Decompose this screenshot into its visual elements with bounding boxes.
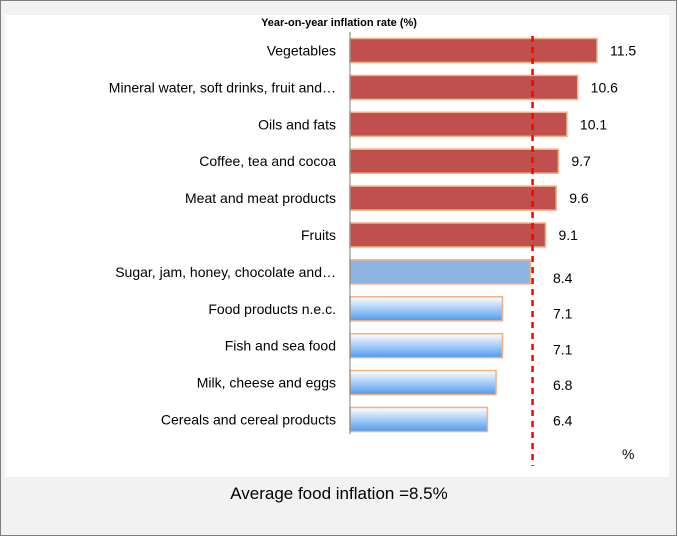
category-label: Fish and sea food	[225, 338, 336, 354]
category-label: Meat and meat products	[185, 190, 336, 206]
bar	[349, 406, 489, 433]
bar	[349, 296, 504, 322]
category-label: Mineral water, soft drinks, fruit and…	[109, 79, 336, 95]
value-label: 10.1	[580, 116, 607, 132]
average-inflation-note: Average food inflation =8.5%	[230, 484, 448, 503]
category-label: Oils and fats	[258, 116, 336, 132]
bar	[349, 148, 560, 174]
bar	[349, 332, 504, 359]
value-label: 9.1	[558, 227, 578, 243]
bar	[349, 74, 579, 101]
value-label: 7.1	[553, 341, 573, 357]
category-label: Sugar, jam, honey, chocolate and…	[115, 264, 336, 280]
value-label: 7.1	[553, 306, 573, 322]
category-label: Milk, cheese and eggs	[197, 375, 336, 391]
value-label: 11.5	[610, 43, 636, 59]
value-label: 9.7	[571, 153, 591, 169]
category-label: Cereals and cereal products	[161, 412, 336, 428]
value-label: 8.4	[553, 270, 573, 286]
chart-title: Year-on-year inflation rate (%)	[261, 17, 417, 29]
value-label: 9.6	[569, 190, 589, 206]
bar	[349, 37, 598, 64]
bar	[349, 111, 568, 138]
bar	[349, 185, 557, 211]
category-label: Vegetables	[267, 43, 336, 59]
bar	[349, 369, 497, 396]
bar	[349, 259, 532, 285]
category-label: Food products n.e.c.	[208, 301, 336, 317]
category-label: Coffee, tea and cocoa	[199, 153, 336, 169]
category-label: Fruits	[301, 227, 336, 243]
value-label: 10.6	[591, 79, 618, 95]
bar	[349, 222, 547, 248]
value-label: 6.4	[553, 413, 573, 429]
value-label: 6.8	[553, 377, 573, 393]
unit-label: %	[622, 446, 635, 462]
